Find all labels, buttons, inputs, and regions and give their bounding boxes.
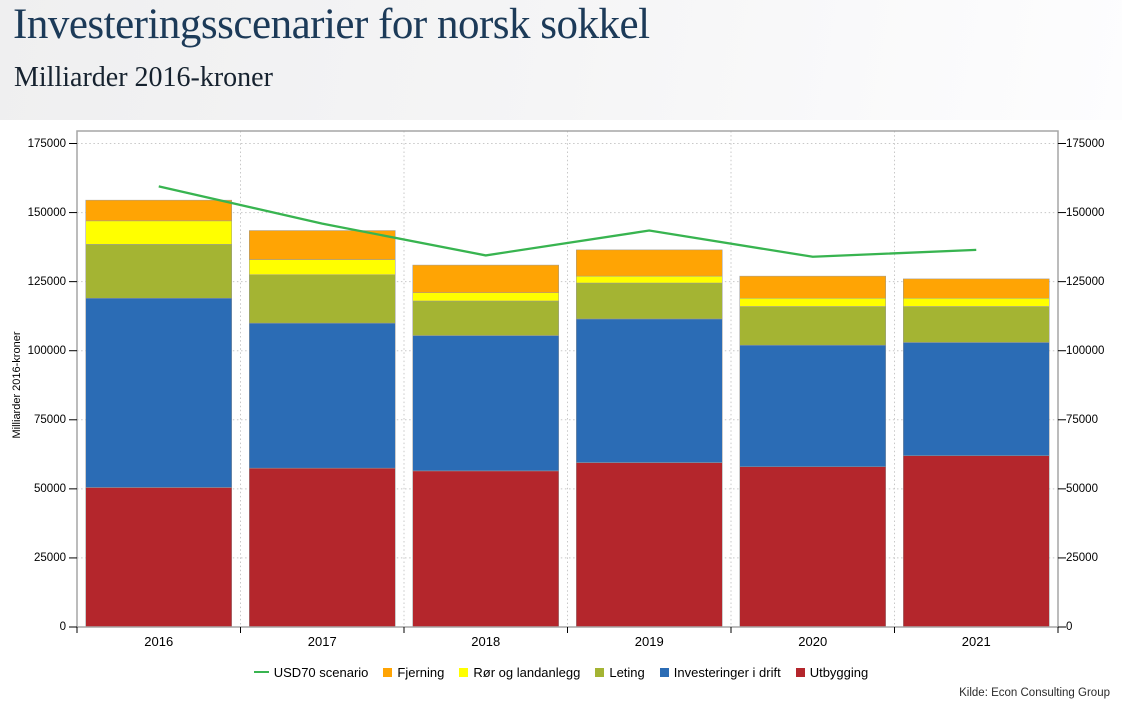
bar-segment-fjerning-2020 [739, 275, 886, 299]
bar-segment-leting-2016 [85, 244, 232, 299]
x-tick-label-2021: 2021 [961, 634, 991, 649]
y-tick-label-left: 100000 [27, 344, 66, 357]
bar-segment-utbygging-2021 [903, 455, 1050, 628]
bar-segment-utbygging-2017 [249, 467, 396, 628]
page-title: Investeringsscenarier for norsk sokkel [13, 1, 650, 48]
legend-label: Utbygging [809, 664, 869, 680]
legend-item-utbygging: Utbygging [795, 664, 869, 680]
legend-item-fjerning: Fjerning [383, 665, 444, 680]
bar-segment-investeringer-i-drift-2019 [576, 318, 723, 463]
y-tick-label-left: 125000 [27, 275, 66, 288]
bar-segment-r-r-og-landanlegg-2017 [249, 259, 396, 275]
y-tick-label-right: 125000 [1066, 275, 1105, 288]
bar-segment-utbygging-2019 [576, 462, 723, 628]
bar-segment-utbygging-2020 [739, 466, 886, 628]
bar-segment-fjerning-2017 [249, 230, 396, 260]
x-tick-label-2016: 2016 [144, 634, 174, 649]
usd70-scenario-line [158, 185, 977, 258]
bar-segment-investeringer-i-drift-2017 [249, 322, 396, 469]
bar-segment-leting-2017 [249, 274, 396, 324]
y-tick-label-left: 150000 [27, 206, 66, 219]
bar-segment-r-r-og-landanlegg-2020 [739, 297, 886, 307]
legend-label: Leting [609, 664, 645, 680]
y-tick-label-left: 175000 [27, 137, 66, 150]
bar-segment-investeringer-i-drift-2016 [85, 297, 232, 488]
bar-segment-investeringer-i-drift-2018 [412, 335, 559, 472]
bar-segment-utbygging-2018 [412, 470, 559, 628]
legend-line-marker-icon [253, 671, 269, 673]
bar-segment-fjerning-2018 [412, 264, 559, 293]
header: Investeringsscenarier for norsk sokkel M… [0, 0, 1122, 120]
y-tick-label-left: 50000 [34, 482, 66, 495]
legend-item-leting: Leting [595, 664, 645, 680]
bar-segment-r-r-og-landanlegg-2021 [903, 297, 1050, 307]
x-tick-label-2018: 2018 [471, 634, 501, 649]
y-tick-label-left: 0 [59, 621, 66, 633]
y-tick-label-right: 0 [1066, 621, 1073, 633]
legend-label: Fjerning [397, 664, 445, 680]
chart-area: Milliarder 2016-kroner 0 25000 50000 75000 1… [0, 120, 1122, 713]
y-tick-label-right: 175000 [1066, 137, 1105, 150]
bar-segment-fjerning-2021 [903, 278, 1050, 299]
page-subtitle: Milliarder 2016-kroner [14, 62, 273, 93]
x-tick-label-2020: 2020 [798, 634, 828, 649]
bar-segment-r-r-og-landanlegg-2018 [412, 292, 559, 302]
bar-segment-r-r-og-landanlegg-2019 [576, 275, 723, 284]
y-tick-label-left: 75000 [34, 413, 66, 426]
y-tick-label-right: 50000 [1066, 482, 1098, 495]
bar-segment-leting-2018 [412, 300, 559, 336]
bar-segment-leting-2020 [739, 306, 886, 346]
legend-label: Investeringer i drift [673, 664, 781, 680]
y-axis-title: Milliarder 2016-kroner [11, 331, 23, 439]
x-tick-label-2019: 2019 [634, 634, 664, 649]
legend-label: USD70 scenario [273, 664, 369, 680]
legend: USD70 scenario Fjerning Rør og landanlegg L… [0, 661, 1122, 683]
legend-item-usd70-scenario: USD70 scenario [253, 664, 369, 680]
y-tick-label-right: 100000 [1066, 344, 1105, 357]
legend-item-investeringer-i-drift: Investeringer i drift [659, 664, 781, 680]
bar-segment-leting-2019 [576, 282, 723, 320]
bar-segment-investeringer-i-drift-2020 [739, 344, 886, 468]
y-tick-label-right: 150000 [1066, 206, 1105, 219]
y-tick-label-right: 75000 [1066, 413, 1098, 426]
bar-segment-fjerning-2019 [576, 249, 723, 277]
legend-square-marker-icon [383, 667, 393, 677]
bar-segment-fjerning-2016 [85, 199, 232, 222]
bar-segment-leting-2021 [903, 306, 1050, 343]
legend-label: Rør og landanlegg [473, 664, 581, 680]
legend-square-marker-icon [795, 667, 805, 677]
plot-canvas [69, 130, 1066, 633]
legend-item-r-r-og-landanlegg: Rør og landanlegg [459, 665, 580, 680]
bar-segment-r-r-og-landanlegg-2016 [85, 220, 232, 245]
source-credit: Kilde: Econ Consulting Group [959, 687, 1110, 699]
legend-square-marker-icon [595, 667, 605, 677]
bar-segment-utbygging-2016 [85, 487, 232, 628]
x-tick-label-2017: 2017 [307, 634, 337, 649]
legend-square-marker-icon [459, 667, 469, 677]
y-tick-label-right: 25000 [1066, 551, 1098, 564]
y-tick-label-left: 25000 [34, 551, 66, 564]
bar-segment-investeringer-i-drift-2021 [903, 342, 1050, 456]
legend-square-marker-icon [659, 667, 669, 677]
